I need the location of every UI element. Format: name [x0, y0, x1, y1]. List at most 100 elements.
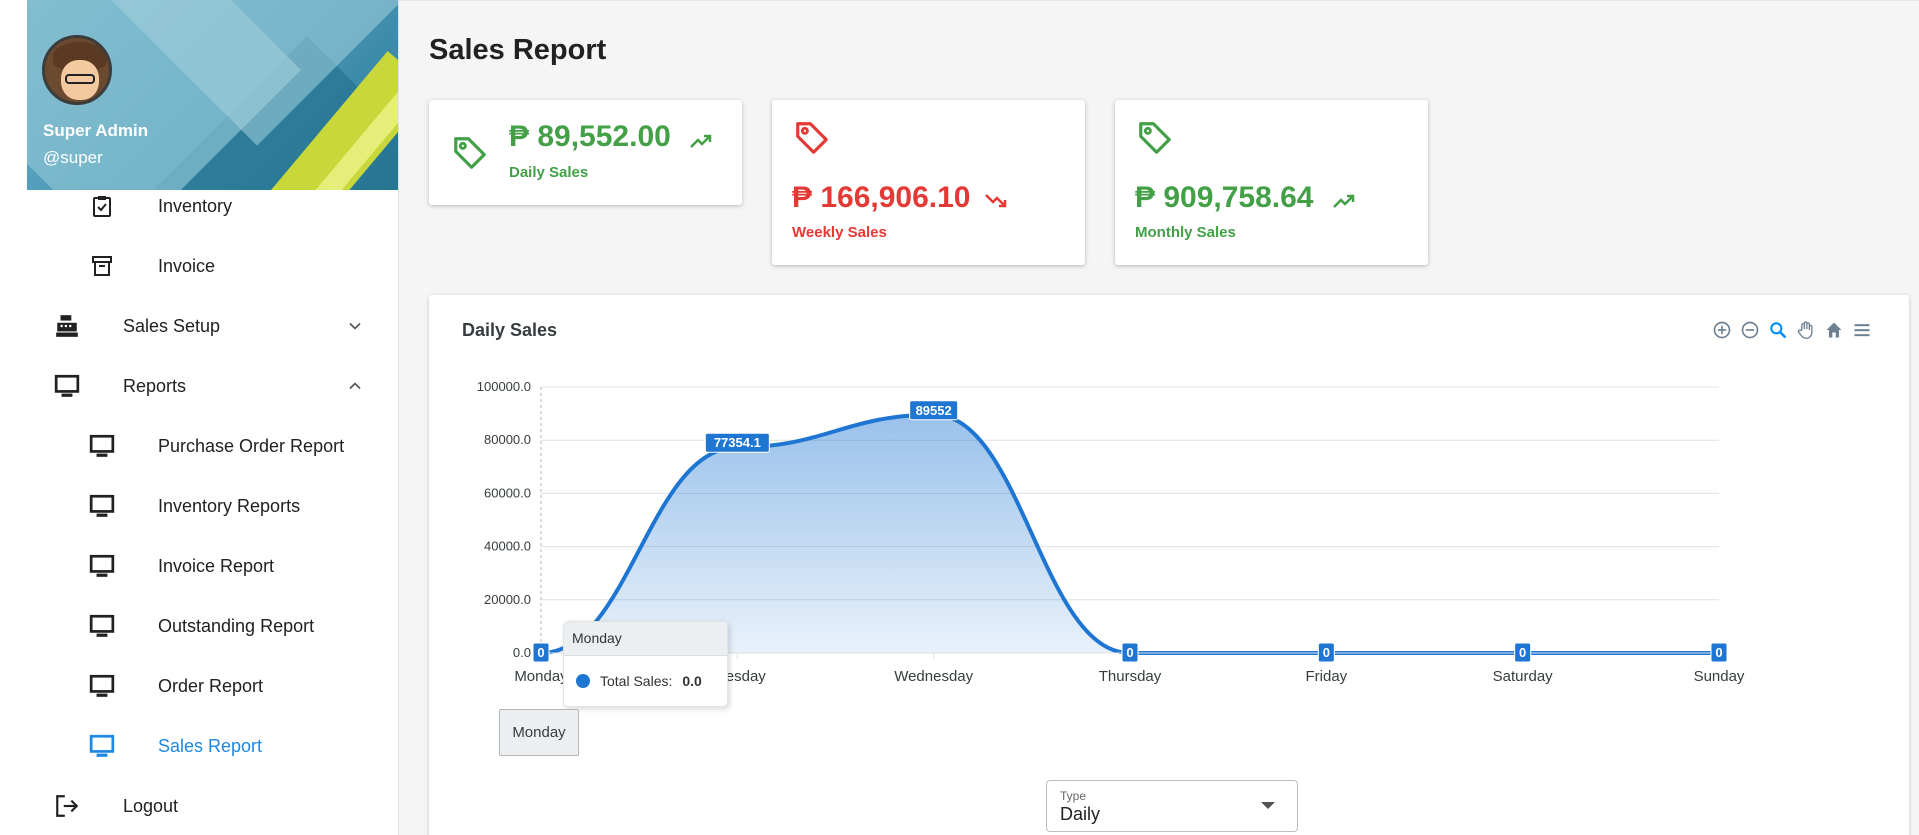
y-tick-label: 80000.0 — [484, 432, 531, 447]
avatar[interactable] — [42, 35, 112, 105]
profile-username: @super — [43, 148, 103, 167]
sidebar-item-label: Reports — [123, 375, 187, 396]
data-label: 77354.1 — [704, 432, 770, 453]
sidebar: Super Admin @super Inventory Invoice Sal… — [27, 0, 399, 835]
monitor-icon — [54, 373, 80, 399]
x-tick-label: Sunday — [1694, 668, 1745, 685]
svg-text:0: 0 — [537, 645, 544, 660]
sidebar-item-inventory-reports[interactable]: Inventory Reports — [27, 482, 398, 530]
weekly-sales-label: Weekly Sales — [792, 224, 887, 241]
type-select-label: Type — [1060, 789, 1087, 803]
y-tick-label: 60000.0 — [484, 485, 531, 500]
area-chart[interactable]: 0.0 20000.0 40000.0 60000.0 80000.0 100000.0 M… — [429, 295, 1909, 765]
series-marker — [576, 674, 590, 688]
tooltip-value: 0.0 — [682, 673, 702, 689]
chart-data-labels: 0 77354.1 89552 0 0 0 0 — [532, 400, 1728, 663]
sidebar-item-invoice-report[interactable]: Invoice Report — [27, 542, 398, 590]
xaxis-tooltip: Monday — [499, 709, 579, 756]
x-tick-label: Wednesday — [894, 668, 973, 685]
chart-toolbar — [1711, 319, 1873, 343]
daily-sales-chart-card: Daily Sales 0.0 20000.0 40000.0 60 — [429, 295, 1909, 835]
data-label: 0 — [1710, 642, 1728, 663]
pan-hand-icon[interactable] — [1795, 319, 1817, 341]
sidebar-item-sales-setup[interactable]: Sales Setup — [27, 302, 398, 350]
sidebar-item-logout[interactable]: Logout — [27, 782, 398, 830]
monitor-icon — [89, 553, 115, 579]
data-label: 89552 — [909, 400, 959, 421]
profile-header: Super Admin @super — [27, 0, 398, 190]
archive-icon — [89, 253, 115, 279]
monitor-icon — [89, 613, 115, 639]
sidebar-item-label: Inventory — [158, 195, 233, 216]
tooltip-header: Monday — [564, 622, 727, 656]
data-label: 0 — [1121, 642, 1139, 663]
zoom-selection-icon[interactable] — [1767, 319, 1789, 341]
x-tick-label: Friday — [1305, 668, 1347, 685]
weekly-sales-amount: ₱ 166,906.10 — [792, 181, 971, 214]
type-select[interactable]: Type Daily — [1046, 780, 1298, 832]
sidebar-item-invoice[interactable]: Invoice — [27, 242, 398, 290]
page-title: Sales Report — [429, 34, 607, 66]
tooltip-row: Total Sales: 0.0 — [576, 673, 702, 689]
tooltip-series-name: Total Sales: — [600, 673, 673, 689]
sidebar-item-label: Sales Report — [158, 735, 263, 756]
sidebar-item-label: Invoice — [158, 255, 216, 276]
series-area-fill — [541, 414, 1719, 653]
zoom-in-icon[interactable] — [1711, 319, 1733, 341]
x-tick-label: Saturday — [1493, 668, 1554, 685]
weekly-sales-card: ₱ 166,906.10 Weekly Sales — [772, 100, 1085, 265]
monthly-sales-amount: ₱ 909,758.64 — [1135, 181, 1314, 214]
sidebar-item-label: Logout — [123, 795, 179, 816]
monitor-icon — [89, 493, 115, 519]
chart-tooltip: Monday Total Sales: 0.0 — [563, 621, 728, 707]
tag-icon — [1139, 122, 1171, 154]
chevron-down-icon — [349, 322, 361, 330]
trending-up-icon — [1333, 194, 1355, 208]
sidebar-item-purchase-order-report[interactable]: Purchase Order Report — [27, 422, 398, 470]
menu-icon[interactable] — [1851, 319, 1873, 341]
daily-sales-label: Daily Sales — [509, 164, 589, 181]
logout-icon — [54, 793, 80, 819]
sidebar-item-outstanding-report[interactable]: Outstanding Report — [27, 602, 398, 650]
x-tick-label: Thursday — [1099, 668, 1162, 685]
monitor-icon — [89, 673, 115, 699]
sidebar-item-inventory[interactable]: Inventory — [27, 182, 398, 230]
x-tick-label: Monday — [514, 668, 568, 685]
sidebar-item-label: Sales Setup — [123, 315, 221, 336]
svg-text:0: 0 — [1323, 645, 1330, 660]
trending-up-icon — [690, 134, 712, 148]
daily-sales-card: ₱ 89,552.00 Daily Sales — [429, 100, 742, 205]
svg-text:77354.1: 77354.1 — [714, 435, 761, 450]
svg-text:0: 0 — [1126, 645, 1133, 660]
svg-text:89552: 89552 — [916, 403, 952, 418]
monitor-icon — [89, 733, 115, 759]
y-tick-label: 0.0 — [513, 645, 531, 660]
cash-register-icon — [54, 313, 80, 339]
sidebar-item-label: Inventory Reports — [158, 495, 301, 516]
data-label: 0 — [1514, 642, 1532, 663]
sidebar-item-order-report[interactable]: Order Report — [27, 662, 398, 710]
type-select-value: Daily — [1060, 804, 1101, 824]
sidebar-item-sales-report[interactable]: Sales Report — [27, 722, 398, 770]
sidebar-item-label: Order Report — [158, 675, 264, 696]
home-reset-icon[interactable] — [1823, 319, 1845, 341]
tag-icon — [796, 122, 828, 154]
trending-down-icon — [985, 194, 1007, 208]
monthly-sales-label: Monthly Sales — [1135, 224, 1236, 241]
tag-icon — [454, 137, 486, 169]
y-tick-label: 40000.0 — [484, 539, 531, 554]
sidebar-item-label: Invoice Report — [158, 555, 275, 576]
data-label: 0 — [1317, 642, 1335, 663]
zoom-out-icon[interactable] — [1739, 319, 1761, 341]
data-label: 0 — [532, 642, 550, 663]
y-tick-label: 20000.0 — [484, 592, 531, 607]
sidebar-item-reports[interactable]: Reports — [27, 362, 398, 410]
monitor-icon — [89, 433, 115, 459]
clipboard-check-icon — [89, 193, 115, 219]
sidebar-item-label: Purchase Order Report — [158, 435, 345, 456]
chevron-up-icon — [349, 382, 361, 390]
daily-sales-amount: ₱ 89,552.00 — [509, 120, 671, 153]
caret-down-icon — [1261, 802, 1275, 809]
chart-title: Daily Sales — [462, 320, 558, 340]
